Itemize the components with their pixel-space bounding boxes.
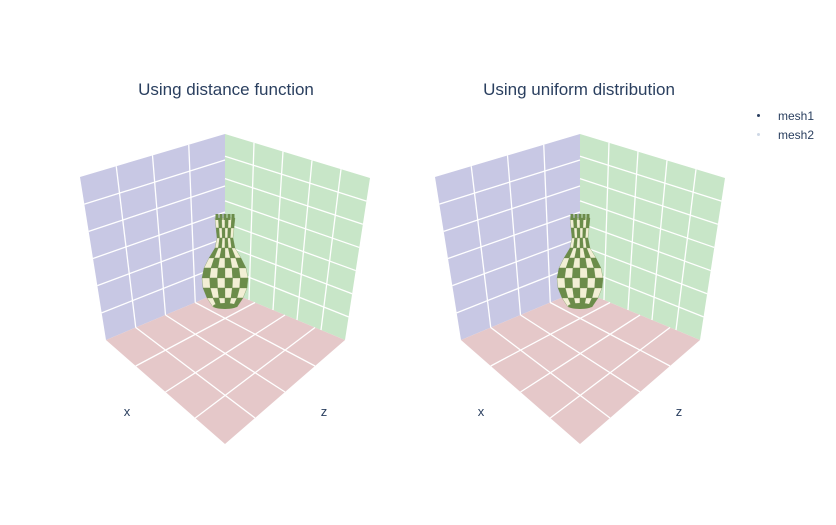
scene-left-x-axis-label: x xyxy=(124,404,131,419)
scene-right-vase xyxy=(556,214,604,309)
vase-checker-tile xyxy=(587,277,596,289)
legend-item-mesh2[interactable]: mesh2 xyxy=(748,125,814,144)
vase-checker-tile xyxy=(221,227,226,239)
left-wall-gridline xyxy=(506,155,522,316)
right-wall-gridline xyxy=(579,222,711,272)
right-wall-gridline xyxy=(224,244,353,295)
right-wall-gridline xyxy=(651,160,668,321)
floor-gridline xyxy=(165,314,286,393)
back-right-wall xyxy=(225,134,370,340)
vase-checker-tile xyxy=(564,277,573,289)
floor-gridline xyxy=(520,314,641,393)
vase-checker-tile xyxy=(579,267,588,279)
vase-base xyxy=(213,303,237,309)
right-wall-gridline xyxy=(224,155,367,202)
floor-gridline xyxy=(194,326,316,419)
floor-plane xyxy=(461,290,700,444)
vase-crown-tooth xyxy=(231,214,235,220)
right-wall-gridline xyxy=(224,177,364,225)
vase-crown-tooth xyxy=(582,214,586,220)
legend-item-mesh1[interactable]: mesh1 xyxy=(748,106,814,125)
scene-right-x-axis-label: x xyxy=(478,404,485,419)
legend-marker-mesh2 xyxy=(748,129,768,141)
vase-checker-tile xyxy=(209,267,219,279)
vase-base xyxy=(568,303,592,309)
right-wall-gridline xyxy=(248,142,255,301)
right-wall-gridline xyxy=(627,151,639,311)
vase-checker-tile xyxy=(218,227,223,239)
vase-crown-tooth xyxy=(227,214,231,220)
vase-checker-tile xyxy=(564,267,574,279)
vase-checker-tile xyxy=(572,277,581,289)
legend-dot-mesh1 xyxy=(756,114,760,117)
back-right-wall xyxy=(580,134,725,340)
left-wall-gridline xyxy=(188,144,196,303)
vase-crown-tooth xyxy=(586,214,590,220)
legend-dot-mesh2 xyxy=(756,133,760,136)
right-wall-gridline xyxy=(224,222,356,272)
floor-gridline xyxy=(135,301,256,367)
vase-checker-tile xyxy=(572,287,581,299)
right-wall-gridline xyxy=(320,169,342,331)
legend-label-mesh2: mesh2 xyxy=(778,127,815,142)
left-wall-gridline xyxy=(115,166,137,328)
right-wall-gridline xyxy=(603,142,610,301)
vase-checker-tile xyxy=(572,267,581,279)
legend: mesh1 mesh2 xyxy=(748,106,814,144)
vase-crown-tooth xyxy=(574,214,578,220)
vase-checker-tile xyxy=(224,277,233,289)
scene-right-title: Using uniform distribution xyxy=(483,80,675,99)
scene-left-z-axis-label: z xyxy=(321,404,328,419)
vase-checker-tile xyxy=(217,277,226,289)
floor-plane xyxy=(106,290,345,444)
vase-checker-tile xyxy=(579,277,588,289)
vase-checker-tile xyxy=(579,227,584,239)
right-wall-gridline xyxy=(579,200,715,249)
scene-left-svg: Using distance function x z xyxy=(80,80,370,444)
vase-checker-tile xyxy=(232,277,241,289)
left-wall-gridline xyxy=(470,166,492,328)
scene-right[interactable]: Using uniform distribution x z xyxy=(355,0,773,525)
scene-left[interactable]: Using distance function x z xyxy=(0,0,418,525)
scene-left-title: Using distance function xyxy=(138,80,314,99)
vase-checker-tile xyxy=(576,237,581,249)
right-wall-gridline xyxy=(579,155,722,202)
vase-checker-tile xyxy=(573,227,578,239)
right-wall-gridline xyxy=(296,160,313,321)
scene-right-svg: Using uniform distribution x z xyxy=(435,80,725,444)
vase-crown-tooth xyxy=(219,214,223,220)
right-wall-gridline xyxy=(675,169,697,331)
floor-gridline xyxy=(549,326,671,419)
scene-left-walls xyxy=(80,134,370,444)
vase-checker-tile xyxy=(217,267,226,279)
right-wall-gridline xyxy=(224,200,360,249)
vase-crown-tooth xyxy=(578,214,582,220)
scene-right-walls xyxy=(435,134,725,444)
legend-marker-mesh1 xyxy=(748,110,768,122)
right-wall-gridline xyxy=(579,244,708,295)
vase-checker-tile xyxy=(217,287,226,299)
vase-crown-tooth xyxy=(215,214,219,220)
right-wall-gridline xyxy=(272,151,284,311)
left-wall-gridline xyxy=(151,155,167,316)
vase-checker-tile xyxy=(201,277,211,289)
vase-checker-tile xyxy=(224,267,233,279)
scene-left-vase xyxy=(201,214,249,309)
vase-checker-tile xyxy=(556,277,566,289)
floor-gridline xyxy=(490,301,611,367)
vase-checker-tile xyxy=(576,227,581,239)
legend-label-mesh1: mesh1 xyxy=(778,108,815,123)
vase-checker-tile xyxy=(594,277,604,289)
vase-checker-tile xyxy=(224,227,229,239)
vase-crown-tooth xyxy=(570,214,574,220)
vase-checker-tile xyxy=(221,237,226,249)
left-wall-gridline xyxy=(543,144,551,303)
vase-checker-tile xyxy=(239,277,249,289)
right-wall-gridline xyxy=(579,177,719,225)
scene-right-z-axis-label: z xyxy=(676,404,683,419)
vase-checker-tile xyxy=(209,277,218,289)
vase-crown-tooth xyxy=(223,214,227,220)
